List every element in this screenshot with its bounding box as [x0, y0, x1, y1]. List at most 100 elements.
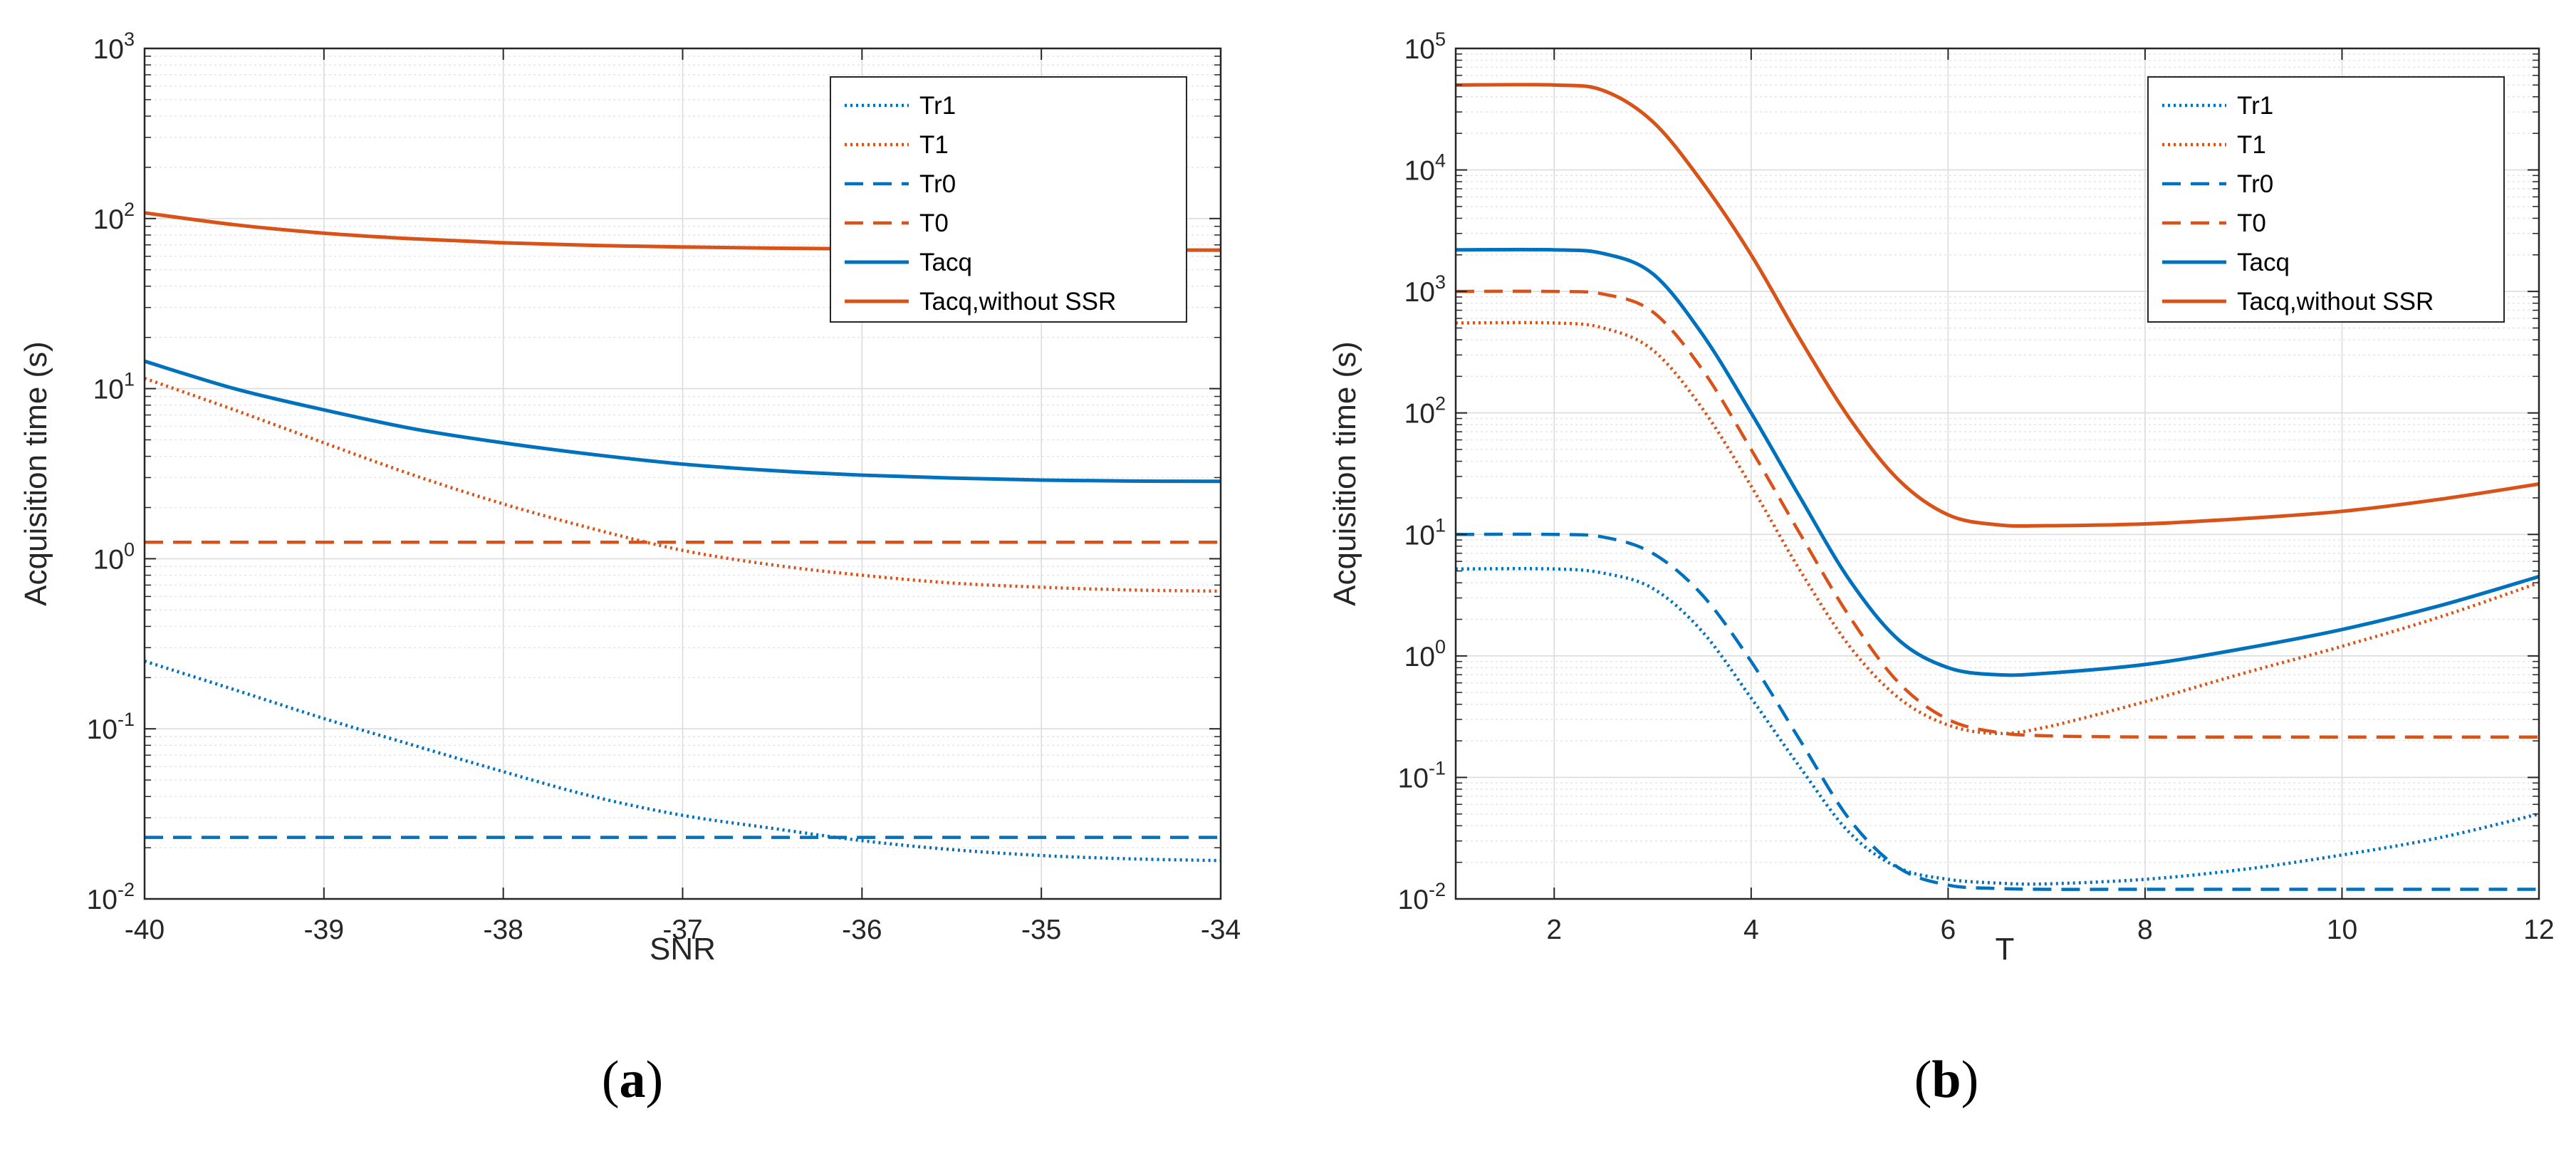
y-tick-base: 10: [93, 204, 124, 235]
series-line-t1: [144, 376, 1221, 593]
legend-label: T0: [919, 209, 949, 237]
legend-box-a: [830, 76, 1187, 323]
legend-label: Tacq: [2237, 249, 2290, 276]
legend-label: Tacq,without SSR: [2237, 288, 2434, 316]
y-tick-exponent: 1: [124, 369, 135, 390]
y-tick-exponent: 2: [124, 199, 135, 220]
panel-label-a-open: (: [602, 1051, 620, 1109]
panel-label-b: (b): [1914, 1051, 1978, 1109]
series-line-t1: [1455, 321, 2540, 736]
y-tick-label: 10-1: [87, 709, 135, 745]
y-tick-base: 10: [93, 544, 124, 575]
panel-label-b-letter: b: [1931, 1051, 1961, 1109]
legend-label: Tr1: [919, 92, 956, 120]
y-tick-base: 10: [87, 885, 118, 915]
y-tick-label: 10-2: [1398, 879, 1446, 915]
y-tick-base: 10: [87, 714, 118, 745]
y-tick-exponent: 3: [124, 28, 135, 50]
legend-box-b: [2147, 76, 2505, 323]
panel-label-a-close: ): [646, 1051, 664, 1109]
y-tick-exponent: 2: [1435, 393, 1446, 415]
x-tick-label: 10: [2327, 915, 2357, 945]
y-tick-label: 103: [1404, 271, 1446, 308]
x-axis-label-a: SNR: [650, 932, 716, 967]
y-tick-base: 10: [1404, 520, 1435, 551]
panel-label-a-letter: a: [620, 1051, 646, 1109]
y-tick-label: 101: [93, 369, 135, 405]
x-tick-label: 2: [1546, 915, 1562, 945]
y-tick-label: 100: [1404, 636, 1446, 672]
x-tick-label: -37: [662, 915, 702, 945]
x-tick-label: -39: [304, 915, 344, 945]
y-tick-base: 10: [1404, 34, 1435, 65]
y-tick-label: 102: [1404, 393, 1446, 430]
x-tick-label: 4: [1743, 915, 1759, 945]
y-tick-label: 104: [1404, 150, 1446, 187]
x-tick-label: 12: [2523, 915, 2554, 945]
series-group-b: [1455, 83, 2540, 891]
y-tick-exponent: 0: [124, 538, 135, 560]
y-tick-base: 10: [1404, 277, 1435, 308]
y-tick-exponent: -2: [118, 879, 135, 900]
y-tick-label: 103: [93, 28, 135, 65]
y-axis-label-b: Acquisition time (s): [1328, 341, 1362, 606]
series-line-t0: [1455, 289, 2539, 739]
panel-label-b-close: ): [1961, 1051, 1979, 1109]
series-line-tacq: [1455, 247, 2540, 677]
series-line-tr1: [144, 660, 1221, 863]
y-axis-label-a: Acquisition time (s): [19, 341, 53, 606]
x-tick-label: -36: [842, 915, 882, 945]
x-ticks-b: 2 4 6 8 10 12: [1546, 48, 2555, 945]
series-line-tacq: [144, 359, 1221, 484]
x-axis-label-b: T: [1996, 932, 2015, 967]
y-tick-exponent: -1: [118, 709, 135, 730]
y-tick-label: 10-1: [1398, 757, 1446, 793]
y-tick-exponent: 5: [1435, 28, 1446, 50]
legend-label: T1: [2237, 131, 2266, 159]
y-tick-label: 101: [1404, 514, 1446, 551]
series-line-tacq-without-ssr: [1455, 83, 2540, 528]
y-tick-label: 10-2: [87, 879, 135, 915]
legend-label: Tacq: [919, 249, 972, 276]
legend-label: T0: [2237, 209, 2266, 237]
x-tick-label: 8: [2137, 915, 2153, 945]
legend-b: Tr1 T1 Tr0 T0 Tacq Tacq,without SSR: [2147, 76, 2505, 323]
legend-label: T1: [919, 131, 949, 159]
y-tick-base: 10: [1398, 885, 1429, 915]
y-tick-exponent: 3: [1435, 271, 1446, 293]
x-tick-label: -38: [483, 915, 523, 945]
panel-label-b-open: (: [1914, 1051, 1932, 1109]
x-tick-label: -40: [125, 915, 165, 945]
y-tick-exponent: 1: [1435, 514, 1446, 536]
x-tick-label: -35: [1021, 915, 1061, 945]
axes-frame-b: [1454, 47, 2540, 900]
y-tick-exponent: -2: [1429, 879, 1446, 900]
series-line-tr0: [1455, 532, 2539, 891]
legend-label: Tr0: [2237, 170, 2273, 198]
y-tick-label: 102: [93, 199, 135, 235]
y-tick-base: 10: [93, 34, 124, 65]
panel-label-a: (a): [602, 1051, 663, 1109]
chart-a: -40 -39 -38 -37 -36 -35 -34 10-210-11001011021…: [19, 28, 1241, 1109]
y-tick-base: 10: [1404, 642, 1435, 672]
y-tick-exponent: 4: [1435, 150, 1446, 172]
y-tick-exponent: 0: [1435, 636, 1446, 657]
y-tick-label: 100: [93, 538, 135, 575]
legend-label: Tr1: [2237, 92, 2273, 120]
x-tick-label: -34: [1201, 915, 1241, 945]
y-tick-base: 10: [1404, 156, 1435, 187]
y-tick-base: 10: [1398, 763, 1429, 793]
legend-label: Tacq,without SSR: [919, 288, 1116, 316]
x-ticks-a: -40 -39 -38 -37 -36 -35 -34: [125, 48, 1241, 945]
y-tick-label: 105: [1404, 28, 1446, 65]
y-tick-exponent: -1: [1429, 757, 1446, 779]
y-tick-base: 10: [93, 375, 124, 405]
legend-a: Tr1 T1 Tr0 T0 Tacq Tacq,without SSR: [830, 76, 1187, 323]
x-tick-label: 6: [1941, 915, 1956, 945]
y-tick-base: 10: [1404, 399, 1435, 430]
legend-label: Tr0: [919, 170, 956, 198]
